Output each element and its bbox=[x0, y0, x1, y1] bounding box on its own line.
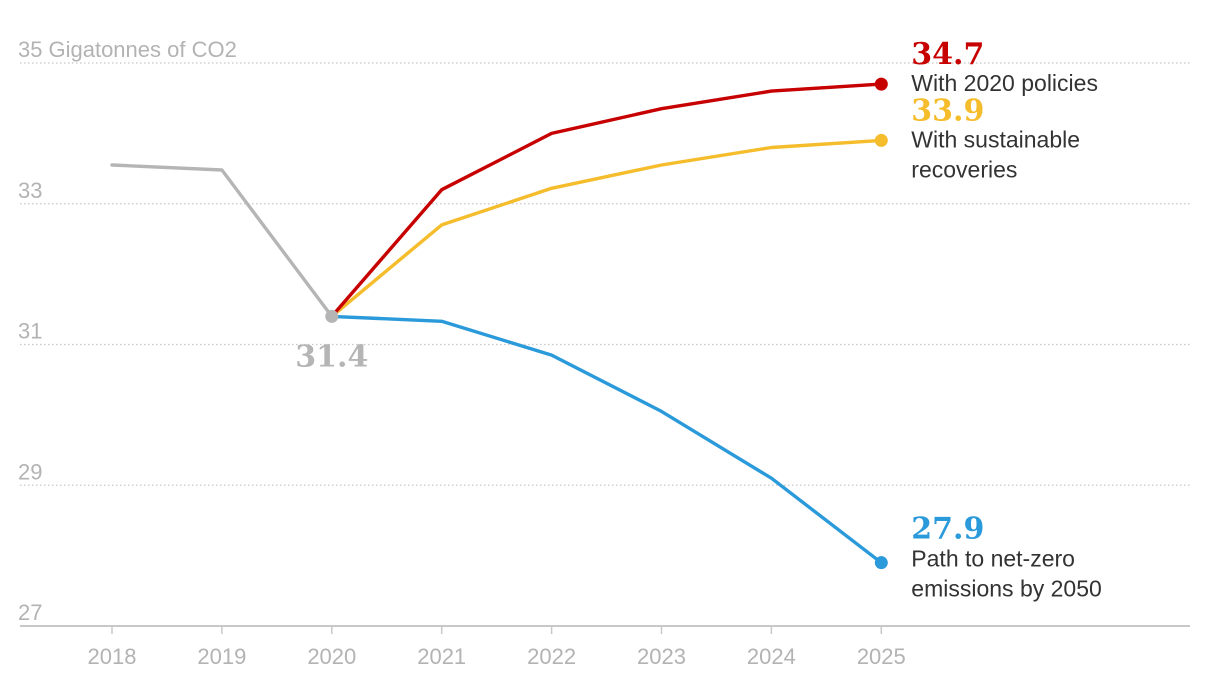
series-line-sustainable bbox=[330, 138, 883, 319]
x-tick-label-2020: 2020 bbox=[307, 644, 356, 669]
series-line-netzero bbox=[330, 314, 883, 565]
x-tick-label-2018: 2018 bbox=[88, 644, 137, 669]
grid-layer bbox=[20, 62, 1190, 627]
series-label-policies-line-1: With 2020 policies bbox=[911, 70, 1098, 96]
x-tick-label-2023: 2023 bbox=[637, 644, 686, 669]
series-line-policies bbox=[330, 82, 883, 319]
series-label-netzero-line-1: Path to net-zero bbox=[911, 546, 1075, 572]
series-label-netzero-line-2: emissions by 2050 bbox=[911, 576, 1102, 602]
start-point-dot bbox=[325, 309, 339, 323]
y-tick-label-27: 27 bbox=[18, 600, 42, 625]
endpoint-dot-sustainable bbox=[874, 133, 888, 147]
y-axis-unit-label: Gigatonnes of CO2 bbox=[48, 37, 236, 62]
x-tick-label-2021: 2021 bbox=[417, 644, 466, 669]
endpoint-dots bbox=[325, 77, 888, 570]
end-value-label-policies: 34.7 bbox=[911, 37, 984, 72]
y-tick-label-31: 31 bbox=[18, 319, 42, 344]
x-axis: 2018 2019 2020 2021 2022 2023 2024 2025 bbox=[88, 626, 906, 669]
end-value-label-netzero: 27.9 bbox=[911, 512, 984, 547]
series-label-sustainable-line-1: With sustainable bbox=[911, 126, 1080, 152]
y-axis: 35 Gigatonnes of CO2 33 31 29 27 bbox=[18, 37, 237, 625]
series-line-history bbox=[110, 163, 334, 319]
end-value-label-sustainable: 33.9 bbox=[911, 93, 984, 128]
x-tick-label-2025: 2025 bbox=[857, 644, 906, 669]
y-tick-label-33: 33 bbox=[18, 178, 42, 203]
x-tick-label-2024: 2024 bbox=[747, 644, 796, 669]
y-tick-label-29: 29 bbox=[18, 459, 42, 484]
series-label-sustainable-line-2: recoveries bbox=[911, 156, 1017, 182]
y-tick-label-35: 35 Gigatonnes of CO2 bbox=[18, 37, 237, 62]
series-layer bbox=[110, 82, 883, 565]
x-tick-label-2022: 2022 bbox=[527, 644, 576, 669]
endpoint-dot-policies bbox=[874, 77, 888, 91]
endpoint-dot-netzero bbox=[874, 556, 888, 570]
x-tick-label-2019: 2019 bbox=[197, 644, 246, 669]
start-value-label: 31.4 bbox=[295, 339, 368, 374]
